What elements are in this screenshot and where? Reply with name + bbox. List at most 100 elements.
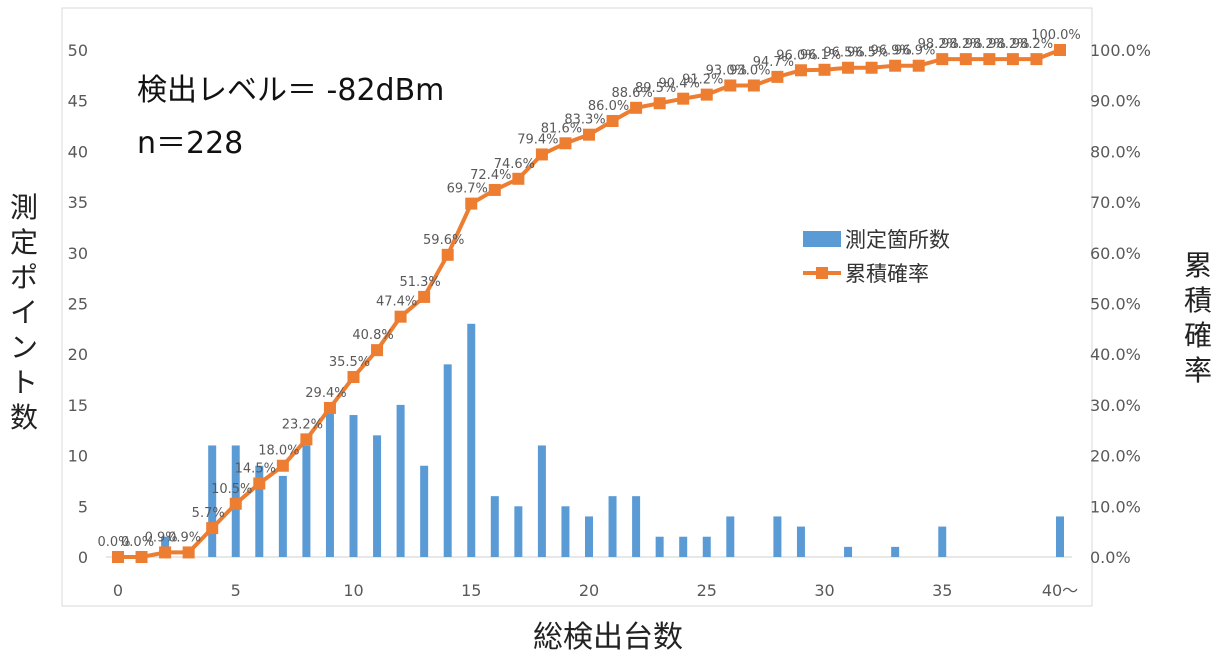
line-marker [842,61,855,74]
legend: 測定箇所数 累積確率 [803,222,950,290]
data-label: 86.0% [588,99,629,114]
x-tick-label: 35 [932,581,952,600]
line-marker [512,172,525,185]
y2-tick-label: 100.0% [1090,41,1151,60]
line-marker [606,114,619,127]
legend-item-bars: 測定箇所数 [803,222,950,256]
data-label: 98.2% [941,37,982,52]
data-label: 0.9% [145,530,178,545]
line-marker [488,183,501,196]
y-tick-label: 25 [68,295,88,314]
data-label: 98.2% [965,37,1006,52]
y2-tick-label: 70.0% [1090,193,1141,212]
y-tick-label: 5 [78,497,88,516]
line-marker [700,88,713,101]
line-marker [653,97,666,110]
line-marker [112,551,124,563]
line-marker [747,79,760,92]
y2-tick-label: 50.0% [1090,295,1141,314]
data-label: 18.0% [258,444,299,459]
y2-tick-label: 90.0% [1090,92,1141,111]
data-label: 96.5% [823,46,864,61]
data-label: 72.4% [470,168,511,183]
line-marker [959,53,972,66]
line-marker [206,522,219,535]
line-marker [630,101,643,114]
x-tick-label: 10 [343,581,363,600]
line-marker [1030,53,1043,66]
data-label: 100.0% [1031,28,1081,43]
line-marker [724,79,737,92]
y-tick-label: 15 [68,396,88,415]
bar [514,506,523,557]
bar [608,496,617,557]
detection-level-annotation: 検出レベル＝ -82dBm [137,73,445,108]
bar [349,415,358,557]
line-marker [1006,53,1019,66]
data-label: 81.6% [541,121,582,136]
bar [255,465,264,557]
data-label: 96.9% [894,44,935,59]
line-marker [418,290,431,303]
line-marker [159,546,172,559]
line-marker [182,546,195,559]
y-tick-label: 0 [78,548,88,567]
data-label: 0.9% [168,530,201,545]
data-label: 93.0% [706,63,747,78]
data-label: 0.0% [97,535,130,550]
data-label: 0.0% [121,535,154,550]
y-tick-label: 10 [68,447,88,466]
y-axis-title: 測定ポイント数 [9,191,38,434]
data-label: 40.8% [352,328,393,343]
data-label: 96.9% [870,44,911,59]
data-label: 88.6% [611,86,652,101]
data-label: 51.3% [399,275,440,290]
data-label: 29.4% [305,386,346,401]
bar [443,364,452,557]
line-marker [912,59,925,72]
bar [302,445,311,557]
x-tick-label: 0 [113,581,123,600]
bar [655,536,664,557]
data-label: 74.6% [494,157,535,172]
y-tick-label: 30 [68,244,88,263]
chart-border [61,7,1093,607]
data-label: 5.7% [192,506,225,521]
x-tick-label: 25 [697,581,717,600]
data-label: 47.4% [376,295,417,310]
bar [891,546,900,557]
bar [585,516,593,557]
bar [726,516,735,557]
line-marker [677,92,690,105]
y2-tick-label: 80.0% [1090,142,1141,161]
y-tick-label: 20 [68,345,88,364]
data-label: 89.5% [635,81,676,96]
data-label: 96.5% [847,46,888,61]
y2-tick-label: 30.0% [1090,396,1141,415]
line-marker [135,551,148,563]
line-marker [794,64,807,77]
y-tick-label: 35 [68,193,88,212]
bar [373,435,382,557]
bar [561,506,570,557]
line-marker [559,137,572,150]
bar [796,526,805,557]
line-marker [465,197,478,210]
line-marker [441,248,454,261]
bar [844,546,853,557]
line-marker [229,497,242,510]
data-label: 69.7% [447,182,488,197]
bar [208,445,217,557]
data-label: 90.4% [659,77,700,92]
legend-label-bars: 測定箇所数 [845,228,950,252]
data-label: 14.5% [235,461,276,476]
line-marker [347,371,360,384]
bar [325,404,334,557]
line-marker [936,53,949,66]
line-marker [300,433,313,446]
line-marker [323,401,336,414]
y2-tick-label: 40.0% [1090,345,1141,364]
data-label: 98.2% [1012,37,1053,52]
